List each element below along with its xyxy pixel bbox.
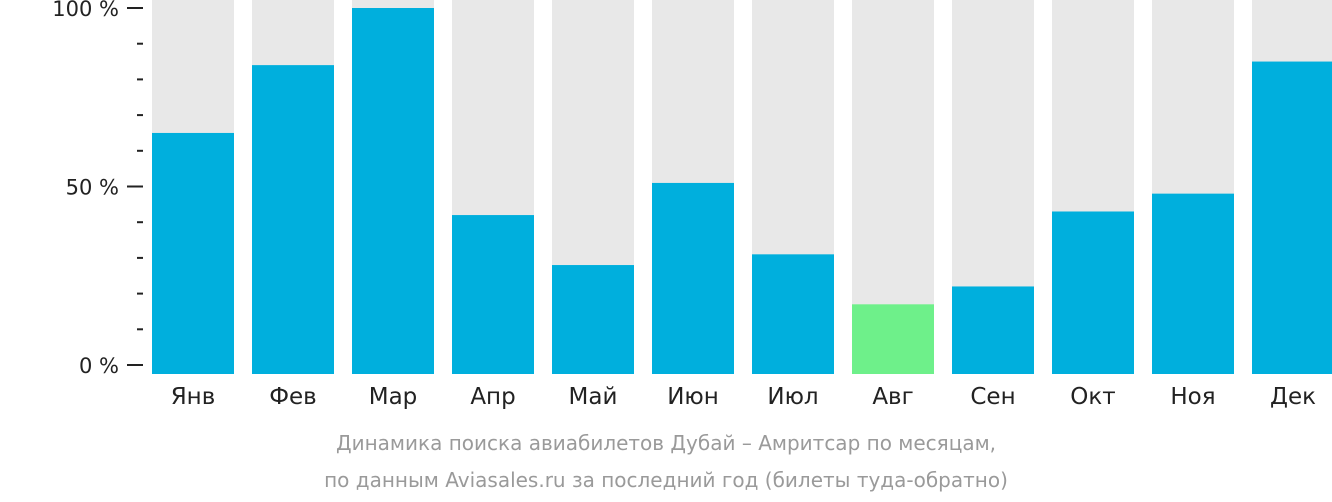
x-tick-label-11: Ноя bbox=[1170, 384, 1215, 410]
y-tick-label-3: 100 % bbox=[52, 0, 119, 21]
x-tick-label-2: Фев bbox=[269, 384, 317, 410]
bar-9 bbox=[952, 286, 1034, 374]
bar-2 bbox=[252, 65, 334, 375]
chart-caption-line-1: Динамика поиска авиабилетов Дубай – Амри… bbox=[335, 431, 997, 455]
x-tick-label-6: Июн bbox=[667, 384, 719, 410]
x-tick-label-10: Окт bbox=[1070, 384, 1115, 410]
chart-caption-line-2: по данным Aviasales.ru за последний год … bbox=[324, 468, 1008, 492]
bar-1 bbox=[152, 132, 234, 374]
bar-12 bbox=[1252, 61, 1332, 375]
x-tick-label-9: Сен bbox=[970, 384, 1015, 410]
bar-8 bbox=[852, 304, 934, 374]
x-tick-label-12: Дек bbox=[1270, 384, 1316, 410]
bar-3 bbox=[352, 8, 434, 374]
x-tick-label-1: Янв bbox=[171, 384, 216, 410]
y-tick-label-2: 50 % bbox=[66, 176, 119, 200]
bar-10 bbox=[1052, 211, 1134, 374]
bar-4 bbox=[452, 215, 534, 374]
bar-11 bbox=[1152, 193, 1234, 374]
x-tick-label-4: Апр bbox=[470, 384, 515, 410]
bar-5 bbox=[552, 265, 634, 374]
bar-chart: Янв Фев Мар Апр Май Июн Июл Авг Сен Окт Ноя Дек 0 % 5… bbox=[52, 0, 1332, 410]
bar-6 bbox=[652, 182, 734, 374]
x-tick-label-5: Май bbox=[569, 384, 618, 410]
x-tick-label-7: Июл bbox=[767, 384, 818, 410]
bar-7 bbox=[752, 254, 834, 374]
x-tick-label-8: Авг bbox=[872, 384, 913, 410]
y-tick-label-1: 0 % bbox=[79, 354, 119, 378]
x-tick-label-3: Мар bbox=[369, 384, 418, 410]
